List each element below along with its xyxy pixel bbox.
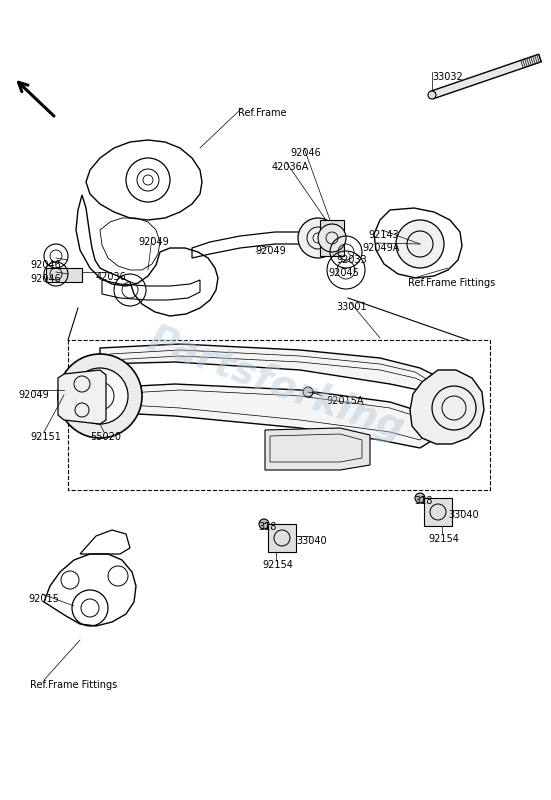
Circle shape bbox=[318, 224, 346, 252]
Polygon shape bbox=[46, 268, 82, 282]
Circle shape bbox=[259, 519, 269, 529]
Polygon shape bbox=[100, 384, 438, 448]
Text: 42036A: 42036A bbox=[272, 162, 309, 172]
Circle shape bbox=[298, 218, 338, 258]
Polygon shape bbox=[410, 370, 484, 444]
Text: 33040: 33040 bbox=[296, 536, 327, 546]
Circle shape bbox=[143, 175, 153, 185]
Text: Partsforking: Partsforking bbox=[142, 320, 409, 448]
Text: 92015: 92015 bbox=[28, 594, 59, 604]
Text: 318: 318 bbox=[414, 496, 433, 506]
Text: 92015A: 92015A bbox=[326, 396, 364, 406]
Circle shape bbox=[303, 387, 313, 397]
Text: 92154: 92154 bbox=[262, 560, 293, 570]
Text: 92046: 92046 bbox=[290, 148, 321, 158]
Polygon shape bbox=[58, 370, 106, 424]
Polygon shape bbox=[424, 498, 452, 526]
Text: 92049: 92049 bbox=[138, 237, 169, 247]
Text: 92046: 92046 bbox=[30, 274, 61, 284]
Text: 92049A: 92049A bbox=[362, 243, 399, 253]
Text: 33040: 33040 bbox=[448, 510, 479, 520]
Polygon shape bbox=[265, 428, 370, 470]
Circle shape bbox=[428, 91, 436, 99]
Text: 92151: 92151 bbox=[30, 432, 61, 442]
Text: 92049: 92049 bbox=[18, 390, 48, 400]
Circle shape bbox=[72, 368, 128, 424]
Circle shape bbox=[313, 233, 323, 243]
Polygon shape bbox=[431, 54, 541, 98]
Text: 92045: 92045 bbox=[328, 268, 359, 278]
Text: 55020: 55020 bbox=[90, 432, 121, 442]
Circle shape bbox=[415, 493, 425, 503]
Text: Ref.Frame Fittings: Ref.Frame Fittings bbox=[408, 278, 495, 288]
Polygon shape bbox=[320, 220, 344, 256]
Text: 92033: 92033 bbox=[336, 255, 367, 265]
Circle shape bbox=[58, 354, 142, 438]
Polygon shape bbox=[268, 524, 296, 552]
Text: 92049: 92049 bbox=[255, 246, 286, 256]
Text: 42036: 42036 bbox=[96, 272, 127, 282]
Text: 33001: 33001 bbox=[336, 302, 366, 312]
Circle shape bbox=[396, 220, 444, 268]
Text: 92046: 92046 bbox=[30, 260, 61, 270]
Text: 318: 318 bbox=[258, 522, 277, 532]
Text: 33032: 33032 bbox=[432, 72, 463, 82]
Text: 92143: 92143 bbox=[368, 230, 399, 240]
Text: 92154: 92154 bbox=[428, 534, 459, 544]
Polygon shape bbox=[100, 344, 438, 392]
Text: Ref.Frame Fittings: Ref.Frame Fittings bbox=[30, 680, 117, 690]
Text: Ref.Frame: Ref.Frame bbox=[238, 108, 287, 118]
